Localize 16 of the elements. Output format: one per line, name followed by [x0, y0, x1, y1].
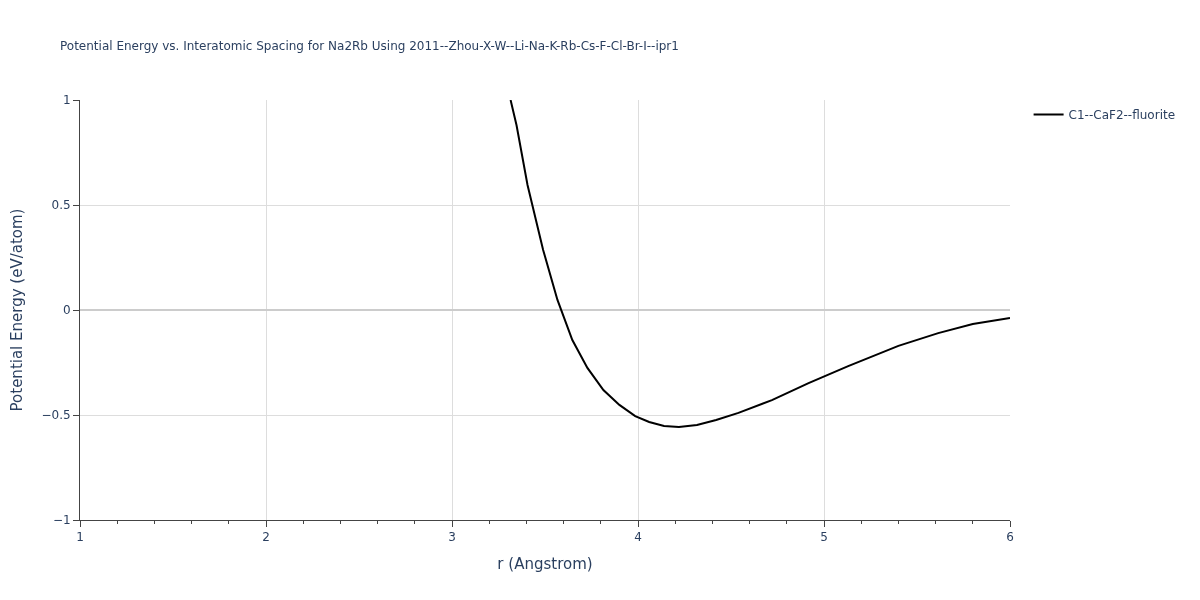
x-tick-label: 4 — [634, 530, 642, 545]
x-tick-label: 6 — [1006, 530, 1014, 545]
y-axis-title: Potential Energy (eV/atom) — [7, 208, 26, 412]
x-tick-label: 3 — [448, 530, 456, 545]
y-tick-label: −0.5 — [41, 408, 71, 423]
y-tick-label: 1 — [62, 93, 71, 108]
chart-title: Potential Energy vs. Interatomic Spacing for Na2Rb Using 2011--Zhou-X-W--Li-Na-K-Rb-Cs-F-Cl-Br-I--ipr1 — [60, 39, 679, 54]
x-tick-label: 1 — [76, 530, 84, 545]
x-tick-label: 5 — [820, 530, 828, 545]
x-tick-label: 2 — [262, 530, 270, 545]
legend-label: C1--CaF2--fluorite — [1068, 108, 1176, 123]
y-tick-label: 0 — [62, 303, 71, 318]
y-tick-label: 0.5 — [51, 198, 71, 213]
y-tick-label: −1 — [52, 513, 71, 528]
x-axis-title: r (Angstrom) — [497, 555, 593, 574]
line-series — [509, 100, 1010, 428]
